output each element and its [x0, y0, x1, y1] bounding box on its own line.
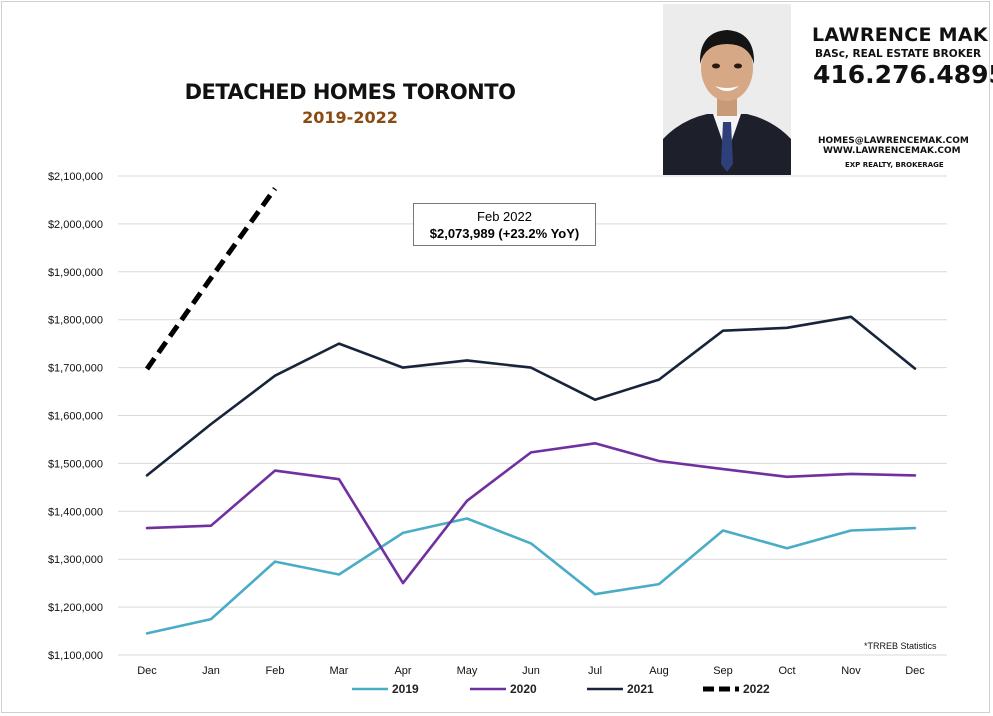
gridlines [118, 175, 947, 656]
agent-website: WWW.LAWRENCEMAK.COM [823, 146, 961, 156]
x-tick-label: May [457, 665, 478, 677]
x-tick-label: Jun [522, 665, 540, 677]
y-tick-label: $1,800,000 [48, 315, 103, 327]
x-tick-label: Oct [778, 665, 795, 677]
x-tick-label: Dec [905, 665, 925, 677]
legend: 2019 2020 2021 2022 [352, 682, 770, 696]
agent-brokerage: EXP REALTY, BROKERAGE [845, 161, 944, 169]
annotation-label: Feb 2022 [477, 209, 532, 224]
y-tick-label: $2,100,000 [48, 171, 103, 183]
y-tick-label: $1,100,000 [48, 650, 103, 662]
y-tick-label: $1,400,000 [48, 506, 103, 518]
x-tick-label: Apr [394, 665, 411, 677]
y-tick-label: $1,600,000 [48, 411, 103, 423]
legend-label-2021: 2021 [627, 682, 654, 696]
y-axis-ticks: $1,100,000 $1,200,000 $1,300,000 $1,400,000… [48, 171, 103, 662]
chart-title: DETACHED HOMES TORONTO [184, 80, 516, 104]
legend-label-2019: 2019 [392, 682, 419, 696]
y-tick-label: $1,900,000 [48, 267, 103, 279]
annotation-value: $2,073,989 (+23.2% YoY) [429, 226, 580, 241]
legend-label-2022: 2022 [743, 682, 770, 696]
x-tick-label: Sep [713, 665, 733, 677]
agent-role: BASc, REAL ESTATE BROKER [815, 48, 982, 60]
series-line-2021 [145, 315, 917, 477]
source-note: *TRREB Statistics [864, 641, 937, 651]
agent-phone: 416.276.4895 [813, 60, 993, 89]
x-tick-label: Mar [330, 665, 349, 677]
agent-name: LAWRENCE MAK [812, 24, 988, 46]
series-lines [144, 187, 917, 635]
legend-label-2020: 2020 [510, 682, 537, 696]
x-tick-label: Jan [202, 665, 220, 677]
y-tick-label: $1,700,000 [48, 363, 103, 375]
x-tick-label: Feb [266, 665, 285, 677]
agent-photo [663, 4, 791, 175]
series-line-2022 [144, 187, 278, 371]
x-tick-label: Dec [137, 665, 157, 677]
x-tick-label: Nov [841, 665, 861, 677]
chart-subtitle: 2019-2022 [302, 108, 398, 127]
y-tick-label: $1,200,000 [48, 602, 103, 614]
agent-email: HOMES@LAWRENCEMAK.COM [818, 136, 969, 146]
series-line-2019 [145, 517, 917, 635]
annotation-box: Feb 2022 $2,073,989 (+23.2% YoY) [413, 203, 596, 246]
y-tick-label: $1,500,000 [48, 458, 103, 470]
x-tick-label: Jul [588, 665, 602, 677]
y-tick-label: $1,300,000 [48, 554, 103, 566]
series-line-2020 [145, 441, 917, 585]
x-axis-ticks: Dec Jan Feb Mar Apr May Jun Jul Aug Sep Oct Nov Dec [137, 665, 925, 677]
x-tick-label: Aug [649, 665, 669, 677]
y-tick-label: $2,000,000 [48, 219, 103, 231]
